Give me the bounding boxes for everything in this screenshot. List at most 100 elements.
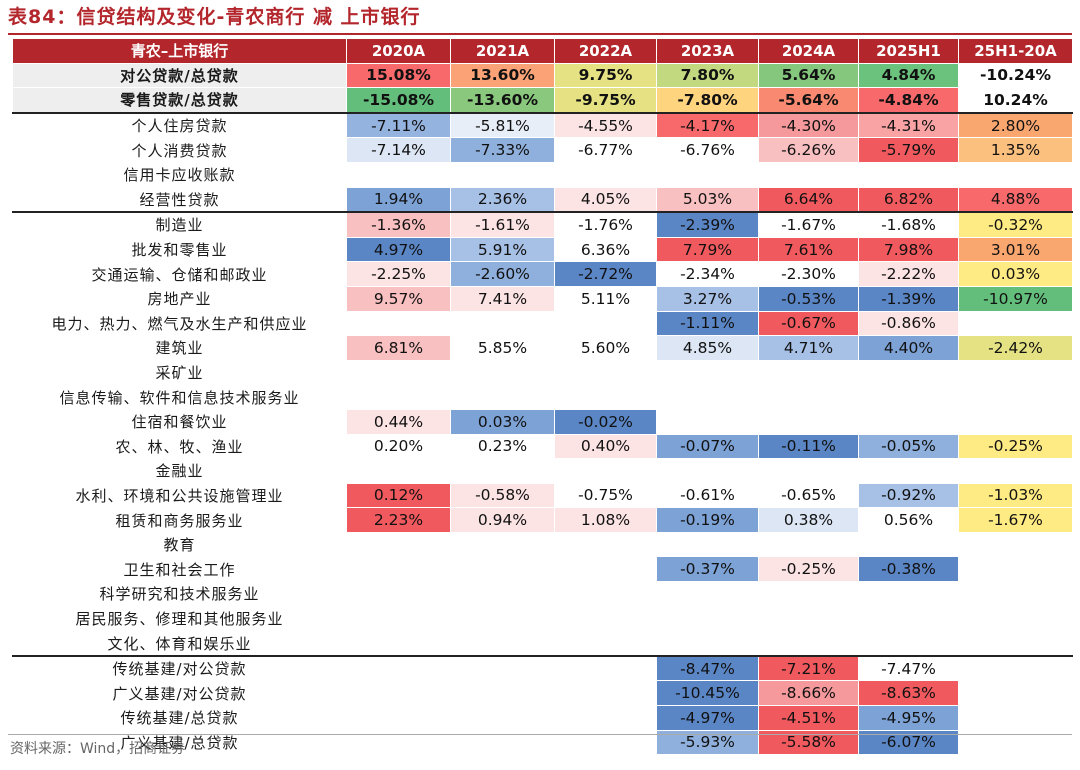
value-cell: -1.11% <box>656 310 759 337</box>
header-label: 青农–上市银行 <box>12 38 347 64</box>
column-header: 2020A <box>346 38 451 64</box>
value-cell <box>858 384 959 410</box>
value-cell <box>554 556 657 583</box>
row-label: 广义基建/对公贷款 <box>12 680 347 707</box>
column-header: 2025H1 <box>858 38 959 64</box>
value-cell: -1.03% <box>958 482 1073 509</box>
value-cell <box>346 359 451 386</box>
table-body: 对公贷款/总贷款 15.08% 13.60% 9.75% 7.80% 5.64% 4.84%… <box>12 62 1073 756</box>
value-cell: 2.36% <box>450 186 555 213</box>
row-label: 信息传输、软件和信息技术服务业 <box>12 384 347 410</box>
value-cell: -2.39% <box>656 211 759 238</box>
value-cell <box>554 705 657 731</box>
row-label: 批发和零售业 <box>12 236 347 263</box>
value-cell <box>656 384 759 410</box>
value-cell: 0.44% <box>346 408 451 435</box>
value-cell: 15.08% <box>346 62 451 89</box>
value-cell <box>554 384 657 410</box>
value-cell: -7.14% <box>346 137 451 163</box>
value-cell <box>758 605 859 632</box>
value-cell: 4.05% <box>554 186 657 213</box>
value-cell: -6.77% <box>554 137 657 163</box>
value-cell <box>758 581 859 607</box>
row-label: 对公贷款/总贷款 <box>12 62 347 89</box>
value-cell: 0.20% <box>346 433 451 460</box>
value-cell <box>554 605 657 632</box>
value-cell <box>450 384 555 410</box>
value-cell: -1.39% <box>858 285 959 312</box>
value-cell: 9.57% <box>346 285 451 312</box>
value-cell <box>346 654 451 682</box>
value-cell: -5.79% <box>858 137 959 163</box>
row-label: 零售贷款/总贷款 <box>12 87 347 114</box>
value-cell <box>450 556 555 583</box>
value-cell: -10.24% <box>958 62 1073 89</box>
value-cell <box>958 458 1073 484</box>
value-cell: -2.42% <box>958 335 1073 361</box>
value-cell: -0.53% <box>758 285 859 312</box>
value-cell: -0.25% <box>958 433 1073 460</box>
value-cell: 2.80% <box>958 111 1073 139</box>
value-cell: 6.64% <box>758 186 859 213</box>
value-cell <box>554 458 657 484</box>
value-cell: 0.03% <box>958 261 1073 287</box>
value-cell <box>758 531 859 558</box>
row-label: 电力、热力、燃气及水生产和供应业 <box>12 310 347 337</box>
value-cell: -9.75% <box>554 87 657 114</box>
value-cell: 1.94% <box>346 186 451 213</box>
table-row: 房地产业 9.57% 7.41% 5.11% 3.27% -0.53% -1.39% -10.… <box>12 285 1073 312</box>
value-cell <box>656 605 759 632</box>
table-row: 传统基建/总贷款 -4.97% -4.51% -4.95% <box>12 705 1073 731</box>
value-cell <box>346 310 451 337</box>
value-cell <box>656 408 759 435</box>
table-row: 文化、体育和娱乐业 <box>12 630 1073 657</box>
value-cell: -0.25% <box>758 556 859 583</box>
row-label: 住宿和餐饮业 <box>12 408 347 435</box>
value-cell: 7.98% <box>858 236 959 263</box>
value-cell: 4.71% <box>758 335 859 361</box>
value-cell: -2.22% <box>858 261 959 287</box>
value-cell: -10.45% <box>656 680 759 707</box>
row-label: 科学研究和技术服务业 <box>12 581 347 607</box>
value-cell: -7.47% <box>858 654 959 682</box>
value-cell: -4.84% <box>858 87 959 114</box>
table-row: 信息传输、软件和信息技术服务业 <box>12 384 1073 410</box>
value-cell: 7.41% <box>450 285 555 312</box>
value-cell <box>450 161 555 188</box>
table-row: 建筑业 6.81% 5.85% 5.60% 4.85% 4.71% 4.40% -2.42% <box>12 335 1073 361</box>
row-label: 房地产业 <box>12 285 347 312</box>
value-cell: 10.24% <box>958 87 1073 114</box>
row-label: 金融业 <box>12 458 347 484</box>
value-cell: 4.40% <box>858 335 959 361</box>
value-cell: 4.85% <box>656 335 759 361</box>
value-cell: -7.11% <box>346 111 451 139</box>
value-cell <box>346 458 451 484</box>
column-header: 25H1-20A <box>958 38 1073 64</box>
value-cell <box>450 581 555 607</box>
value-cell: 5.60% <box>554 335 657 361</box>
value-cell <box>958 531 1073 558</box>
value-cell <box>554 630 657 657</box>
value-cell: -4.17% <box>656 111 759 139</box>
value-cell <box>958 581 1073 607</box>
value-cell: 0.03% <box>450 408 555 435</box>
table-row: 住宿和餐饮业 0.44% 0.03% -0.02% <box>12 408 1073 435</box>
value-cell: 0.94% <box>450 507 555 533</box>
table-row: 采矿业 <box>12 359 1073 386</box>
value-cell: -0.61% <box>656 482 759 509</box>
value-cell <box>758 384 859 410</box>
value-cell: -7.21% <box>758 654 859 682</box>
table-row: 交通运输、仓储和邮政业 -2.25% -2.60% -2.72% -2.34% -2.30… <box>12 261 1073 287</box>
table-row: 经营性贷款 1.94% 2.36% 4.05% 5.03% 6.64% 6.82% 4.88% <box>12 186 1073 213</box>
value-cell: 5.91% <box>450 236 555 263</box>
value-cell: 7.61% <box>758 236 859 263</box>
value-cell: -4.30% <box>758 111 859 139</box>
value-cell <box>958 605 1073 632</box>
value-cell: -4.97% <box>656 705 759 731</box>
value-cell: 0.23% <box>450 433 555 460</box>
row-label: 制造业 <box>12 211 347 238</box>
value-cell <box>858 359 959 386</box>
value-cell: -1.67% <box>958 507 1073 533</box>
value-cell: -0.65% <box>758 482 859 509</box>
row-label: 信用卡应收账款 <box>12 161 347 188</box>
